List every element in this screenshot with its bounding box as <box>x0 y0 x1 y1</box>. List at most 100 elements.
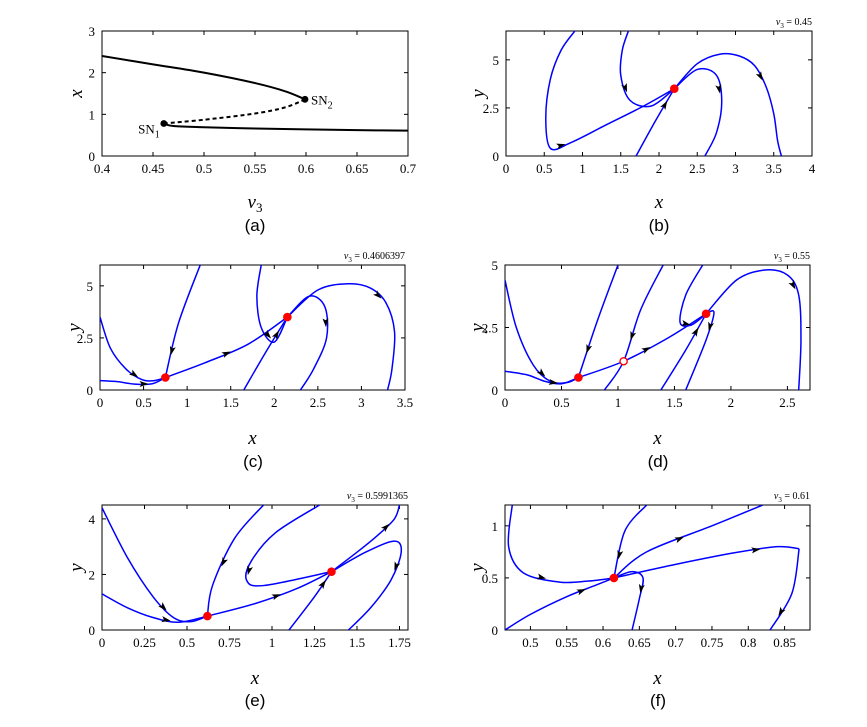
saddle-node-point <box>160 120 168 127</box>
flow-arrow <box>681 319 691 326</box>
trajectory <box>685 310 715 390</box>
stable-branch <box>163 122 408 132</box>
flow-arrow <box>708 321 715 332</box>
flow-arrow <box>536 573 547 580</box>
trajectory <box>207 570 332 617</box>
axes-box <box>504 504 811 631</box>
flow-arrow <box>169 345 176 356</box>
flow-arrow <box>221 557 228 567</box>
y-tick-label: 2.5 <box>77 331 93 346</box>
x-axis-label: x <box>652 428 662 449</box>
trajectory <box>660 313 707 390</box>
x-tick-label: 0.5 <box>536 161 552 176</box>
y-tick-label: 2.5 <box>483 101 499 116</box>
trajectory <box>331 540 403 630</box>
flow-arrow <box>380 523 390 533</box>
trajectory <box>505 370 579 385</box>
panel-caption: (e) <box>245 691 266 710</box>
x-axis-label: x <box>652 668 662 689</box>
x-tick-label: 1.5 <box>349 635 365 650</box>
panel-caption: (a) <box>245 216 266 235</box>
fixed-point <box>161 373 170 382</box>
x-tick-label: 4 <box>809 161 816 176</box>
trajectory <box>505 279 579 384</box>
panel-caption: (d) <box>648 452 669 471</box>
plot-area <box>505 505 800 630</box>
trajectory <box>603 265 664 390</box>
x-tick-label: 0 <box>503 161 510 176</box>
flow-arrow <box>161 616 171 623</box>
x-tick-label: 0.7 <box>400 161 417 176</box>
x-tick-label: 1.5 <box>613 161 629 176</box>
y-tick-label: 1 <box>89 107 96 122</box>
plot-area <box>505 265 802 390</box>
saddle-node-label: SN1 <box>138 122 160 141</box>
parameter-label: v3 = 0.5991365 <box>347 491 408 504</box>
y-tick-label: 2.5 <box>482 321 498 336</box>
trajectory <box>635 88 675 156</box>
flow-arrow <box>322 318 329 328</box>
unstable-fixed-point <box>619 356 628 366</box>
x-tick-label: 0.65 <box>628 635 651 650</box>
fixed-point <box>701 309 711 319</box>
x-tick-label: 0.6 <box>595 635 612 650</box>
x-tick-label: 0.75 <box>218 635 241 650</box>
flow-arrow <box>621 82 628 93</box>
axes-box <box>505 30 813 157</box>
panel-caption: (c) <box>243 452 263 471</box>
y-axis-label: y <box>66 563 87 574</box>
flow-arrow <box>586 344 593 354</box>
trajectory <box>245 505 332 587</box>
x-tick-label: 0.8 <box>740 635 756 650</box>
x-tick-label: 1.5 <box>223 395 239 410</box>
x-tick-label: 2.5 <box>310 395 326 410</box>
flow-arrow <box>751 547 761 554</box>
panel-c: 0 0.5 1 1.5 2 2.5 3 3.5 0 2.5 5 x y v3 = 0.4606397 (c) <box>64 251 413 471</box>
x-tick-label: 0.55 <box>555 635 578 650</box>
x-tick-label: 3.5 <box>766 161 782 176</box>
y-tick-label: 2 <box>89 567 96 582</box>
x-tick-label: 1 <box>615 395 622 410</box>
flow-arrow <box>788 280 796 290</box>
x-axis-label: x <box>250 668 260 689</box>
flow-arrow <box>617 549 624 560</box>
panel-e: 0 0.25 0.5 0.75 1 1.25 1.5 1.75 0 2 4 x y v3 = 0.5991… <box>66 491 411 710</box>
flow-arrow <box>660 100 668 111</box>
x-tick-label: 0.5 <box>522 635 538 650</box>
flow-arrow <box>715 84 722 94</box>
unstable-branch <box>163 98 306 125</box>
panel-caption: (f) <box>650 691 666 710</box>
flow-arrow <box>158 602 167 611</box>
x-tick-label: 0.85 <box>773 635 796 650</box>
x-tick-label: 2.5 <box>689 161 705 176</box>
flow-arrow <box>262 329 272 339</box>
panel-d: 0 0.5 1 1.5 2 2.5 0 2.5 5 x y v3 = 0.55 (d) <box>467 251 811 471</box>
flow-arrow <box>271 330 280 340</box>
flow-arrow <box>318 580 326 590</box>
trajectory <box>100 376 166 386</box>
flow-arrow <box>674 537 684 544</box>
x-axis-label: v3 <box>248 192 263 215</box>
x-tick-label: 0.5 <box>553 395 569 410</box>
y-tick-label: 5 <box>493 53 500 68</box>
flow-arrow <box>373 290 382 299</box>
y-tick-label: 0 <box>89 149 96 164</box>
x-tick-label: 1.5 <box>666 395 682 410</box>
x-tick-label: 0.65 <box>346 161 369 176</box>
flow-arrow <box>394 561 401 571</box>
trajectory <box>613 570 644 630</box>
x-tick-label: 0 <box>99 635 106 650</box>
trajectory <box>673 52 783 156</box>
x-tick-label: 3.5 <box>397 395 413 410</box>
plot-area <box>102 505 403 630</box>
y-tick-label: 3 <box>89 24 96 39</box>
parameter-label: v3 = 0.55 <box>774 251 810 264</box>
flow-arrow <box>778 606 786 617</box>
y-tick-label: 0.5 <box>482 571 498 586</box>
fixed-point <box>283 312 292 322</box>
flow-arrow <box>556 143 566 150</box>
trajectory <box>619 31 675 108</box>
x-tick-label: 1 <box>184 395 191 410</box>
trajectory <box>286 295 329 390</box>
panel-b: 0 0.5 1 1.5 2 2.5 3 3.5 4 0 2.5 5 x y v3 = 0.45 (b) <box>468 17 816 235</box>
